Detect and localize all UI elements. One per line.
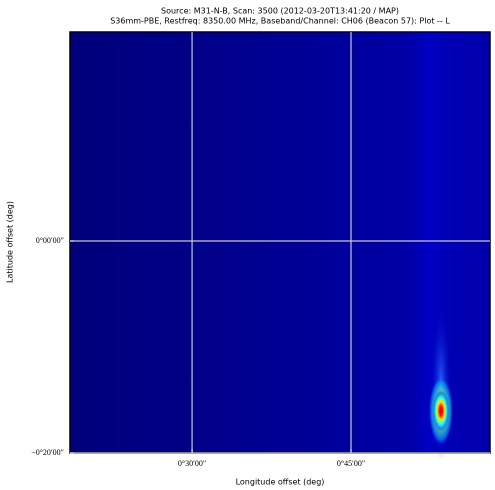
x-tick-label: 0°30′00″ [178, 459, 206, 468]
chart-subtitle: S36mm-PBE, Restfreq: 8350.00 MHz, Baseba… [110, 17, 450, 26]
y-axis-label: Latitude offset (deg) [6, 201, 15, 283]
chart-title: Source: M31-N-B, Scan: 3500 (2012-03-20T… [161, 7, 399, 16]
source-peak [428, 310, 453, 461]
x-tick-label: 0°45′00″ [337, 459, 365, 468]
y-tick-label: 0°00′00″ [36, 236, 64, 245]
x-axis-label: Longitude offset (deg) [236, 478, 325, 487]
heatmap-background [70, 32, 490, 453]
y-tick-label: −0°20′00″ [31, 448, 64, 457]
peak-core [432, 390, 449, 431]
